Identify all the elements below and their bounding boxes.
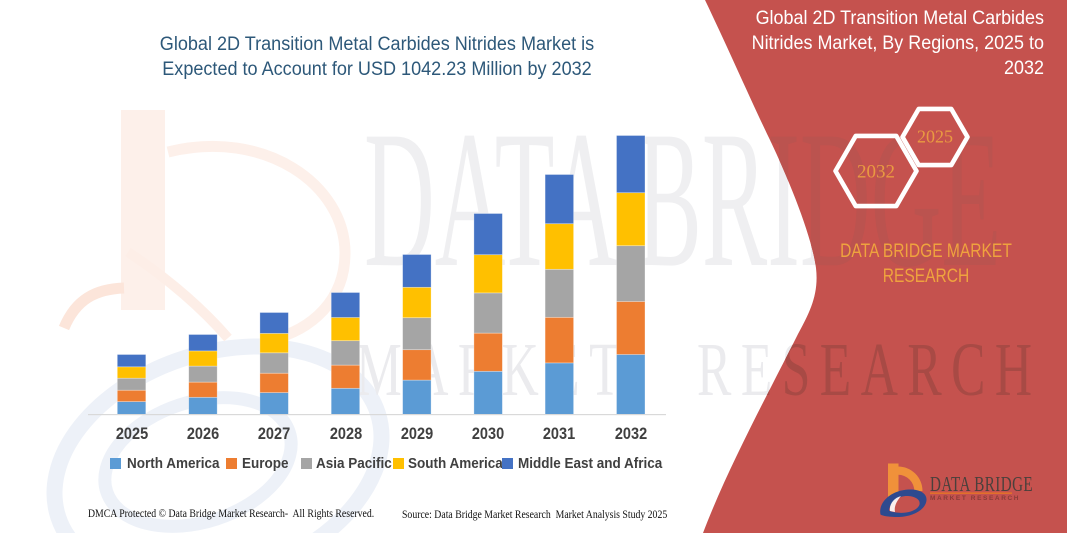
svg-text:2025: 2025 — [917, 127, 953, 147]
svg-text:2032: 2032 — [857, 162, 895, 183]
